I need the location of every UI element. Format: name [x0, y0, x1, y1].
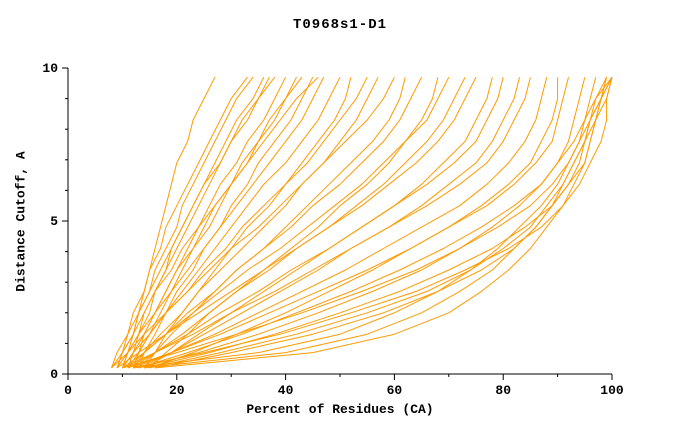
model-curve [138, 76, 613, 369]
model-curve [138, 77, 406, 369]
model-curve [138, 77, 586, 369]
model-curve [133, 77, 548, 369]
model-curve [133, 77, 613, 369]
model-curve [111, 76, 276, 369]
model-curve [149, 77, 439, 369]
x-tick-label: 40 [278, 383, 294, 398]
model-curve [127, 76, 423, 369]
model-curve [116, 76, 248, 369]
model-curve [144, 76, 613, 369]
model-curve [127, 77, 504, 369]
y-tick-label: 0 [50, 367, 58, 382]
model-curve [154, 77, 613, 369]
model-curve [133, 76, 466, 369]
x-axis-label: Percent of Residues (CA) [246, 402, 434, 417]
model-curve [132, 76, 303, 369]
model-curve [143, 77, 352, 369]
model-curve [127, 77, 569, 369]
y-tick-label: 10 [42, 61, 58, 76]
x-tick-label: 100 [600, 383, 624, 398]
x-tick-label: 60 [387, 383, 403, 398]
model-curve [116, 76, 477, 369]
model-curve [149, 77, 608, 369]
model-curve [122, 76, 450, 369]
model-curve [121, 76, 270, 369]
y-tick-label: 5 [50, 214, 58, 229]
model-curve [143, 77, 493, 369]
x-tick-label: 0 [64, 383, 72, 398]
model-curve [133, 76, 608, 369]
model-curve [111, 76, 319, 369]
model-curve [116, 76, 325, 369]
model-curve [132, 76, 379, 369]
model-curve [121, 76, 368, 369]
model-curve [111, 76, 395, 369]
model-curve [122, 77, 597, 369]
x-tick-label: 80 [495, 383, 511, 398]
chart-title: T0968s1-D1 [292, 17, 387, 33]
model-curve [121, 76, 297, 369]
x-tick-label: 20 [169, 383, 185, 398]
model-curve [116, 76, 254, 369]
model-curve [122, 77, 531, 369]
y-axis-label: Distance Cutoff, A [13, 151, 29, 292]
